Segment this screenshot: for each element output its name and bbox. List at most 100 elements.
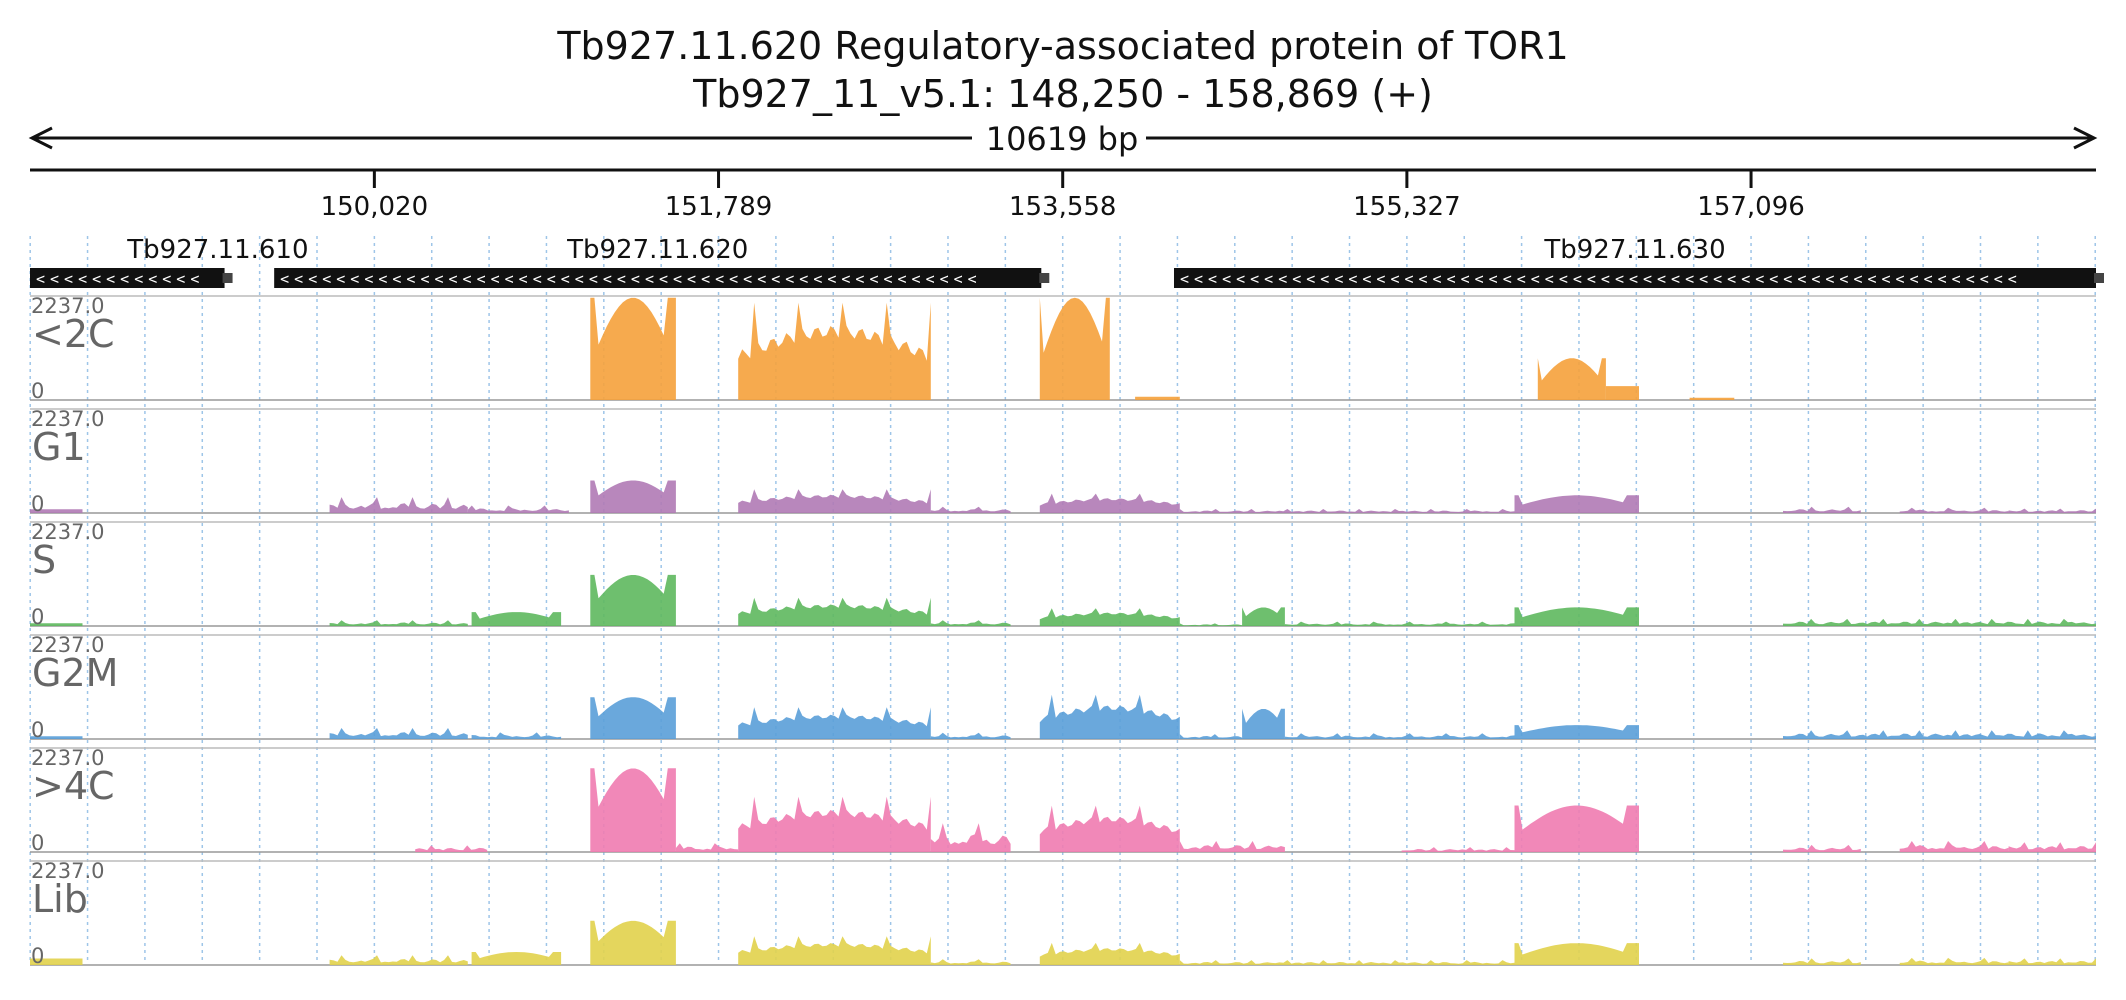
x-tick-label: 157,096: [1697, 192, 1805, 222]
coverage-area: [2008, 508, 2096, 513]
coverage-area: [1039, 805, 1180, 852]
track-ymin-label: 0: [31, 379, 44, 403]
coverage-area: [329, 728, 468, 739]
coverage-area: [1039, 942, 1180, 965]
track-name: G2M: [32, 651, 118, 695]
coverage-area: [738, 936, 931, 965]
track-1: 2237.0G1 0: [30, 407, 2096, 516]
coverage-area: [738, 489, 931, 513]
track-name: G1: [32, 425, 86, 469]
track-ymin-label: 0: [31, 944, 44, 968]
coverage-area: [1514, 725, 1639, 739]
track-ymin-label: 0: [31, 605, 44, 629]
track-ymax-label: 2237.0: [31, 859, 104, 883]
coverage-area: [329, 497, 468, 513]
coverage-area: [329, 620, 468, 626]
coverage-area: [1605, 386, 1639, 400]
track-ymin-label: 0: [31, 718, 44, 742]
coverage-area: [675, 843, 739, 852]
coverage-area: [329, 955, 468, 965]
coverage-area: [467, 505, 569, 513]
track-ymax-label: 2237.0: [31, 294, 104, 318]
coverage-area: [2008, 842, 2096, 852]
chart-subtitle: Tb927_11_v5.1: 148,250 - 158,869 (+): [693, 72, 1433, 116]
coverage-area: [30, 958, 83, 965]
coverage-area: [1242, 708, 1285, 739]
coverage-area: [930, 732, 1011, 739]
coverage-area: [1039, 694, 1180, 739]
gene-label: Tb927.11.620: [566, 235, 748, 265]
track-name: S: [32, 538, 56, 582]
track-4: 2237.0>4C 0: [30, 746, 2096, 855]
coverage-area: [738, 707, 931, 739]
gene-bar: [1173, 268, 2096, 288]
track-name: <2C: [32, 312, 115, 356]
coverage-area: [738, 796, 931, 852]
coverage-area: [590, 920, 676, 965]
coverage-area: [1514, 495, 1639, 513]
arrowhead-right-icon: [2073, 126, 2098, 150]
coverage-area: [1899, 841, 2009, 852]
coverage-area: [930, 620, 1011, 626]
coverage-area: [738, 302, 931, 400]
track-2: 2237.0S 0: [30, 520, 2096, 629]
gene-strand-arrows: <<<<<<<<<<<<: [36, 270, 204, 288]
coverage-area: [1179, 841, 1285, 852]
track-ymax-label: 2237.0: [31, 520, 104, 544]
coverage-area: [590, 768, 676, 852]
coverage-area: [590, 297, 676, 400]
track-ymin-label: 0: [31, 492, 44, 516]
coverage-area: [1537, 358, 1606, 400]
coverage-area: [30, 736, 83, 739]
coverage-area: [930, 823, 1011, 852]
coverage-area: [1284, 733, 1515, 739]
span-label: 10619 bp: [986, 120, 1139, 158]
coverage-area: [471, 732, 562, 739]
coverage-area: [930, 506, 1011, 513]
track-ymax-label: 2237.0: [31, 746, 104, 770]
coverage-area: [590, 697, 676, 739]
gene-end-cap: [2094, 273, 2104, 283]
coverage-area: [1039, 297, 1110, 400]
track-name: >4C: [32, 764, 115, 808]
coverage-area: [1039, 608, 1180, 626]
coverage-area: [1514, 943, 1639, 965]
coverage-area: [471, 612, 562, 626]
coverage-area: [590, 574, 676, 626]
coverage-area: [1899, 507, 2009, 513]
x-tick-label: 150,020: [321, 192, 429, 222]
coverage-area: [1242, 607, 1285, 626]
coverage-area: [1284, 621, 1515, 626]
coverage-area: [1783, 730, 2096, 739]
x-tick-label: 155,327: [1353, 192, 1461, 222]
track-name: Lib: [32, 877, 88, 921]
coverage-area: [1514, 607, 1639, 626]
coverage-area: [1039, 493, 1180, 513]
track-ymax-label: 2237.0: [31, 633, 104, 657]
track-ymax-label: 2237.0: [31, 407, 104, 431]
coverage-area: [738, 597, 931, 626]
gene-label: Tb927.11.630: [1543, 235, 1725, 265]
gene-end-cap: [222, 273, 233, 283]
coverage-area: [1135, 396, 1180, 400]
coverage-area: [1689, 397, 1735, 400]
coverage-area: [1179, 509, 1515, 513]
coverage-area: [1514, 805, 1639, 852]
coverage-area: [471, 952, 562, 965]
coverage-area: [2008, 958, 2096, 965]
coverage-area: [1783, 506, 1861, 513]
coverage-area: [415, 845, 488, 852]
arrowhead-left-icon: [28, 126, 53, 150]
coverage-area: [1179, 734, 1243, 739]
coverage-area: [930, 959, 1011, 965]
gene-strand-arrows: <<<<<<<<<<<<<<<<<<<<<<<<<<<<<<<<<<<<<<<<…: [1180, 270, 2022, 288]
coverage-area: [1179, 623, 1243, 626]
coverage-area: [30, 623, 83, 626]
coverage-area: [1899, 957, 2009, 965]
coverage-area: [1401, 847, 1515, 852]
coverage-area: [1179, 960, 1515, 965]
x-tick-label: 153,558: [1009, 192, 1117, 222]
